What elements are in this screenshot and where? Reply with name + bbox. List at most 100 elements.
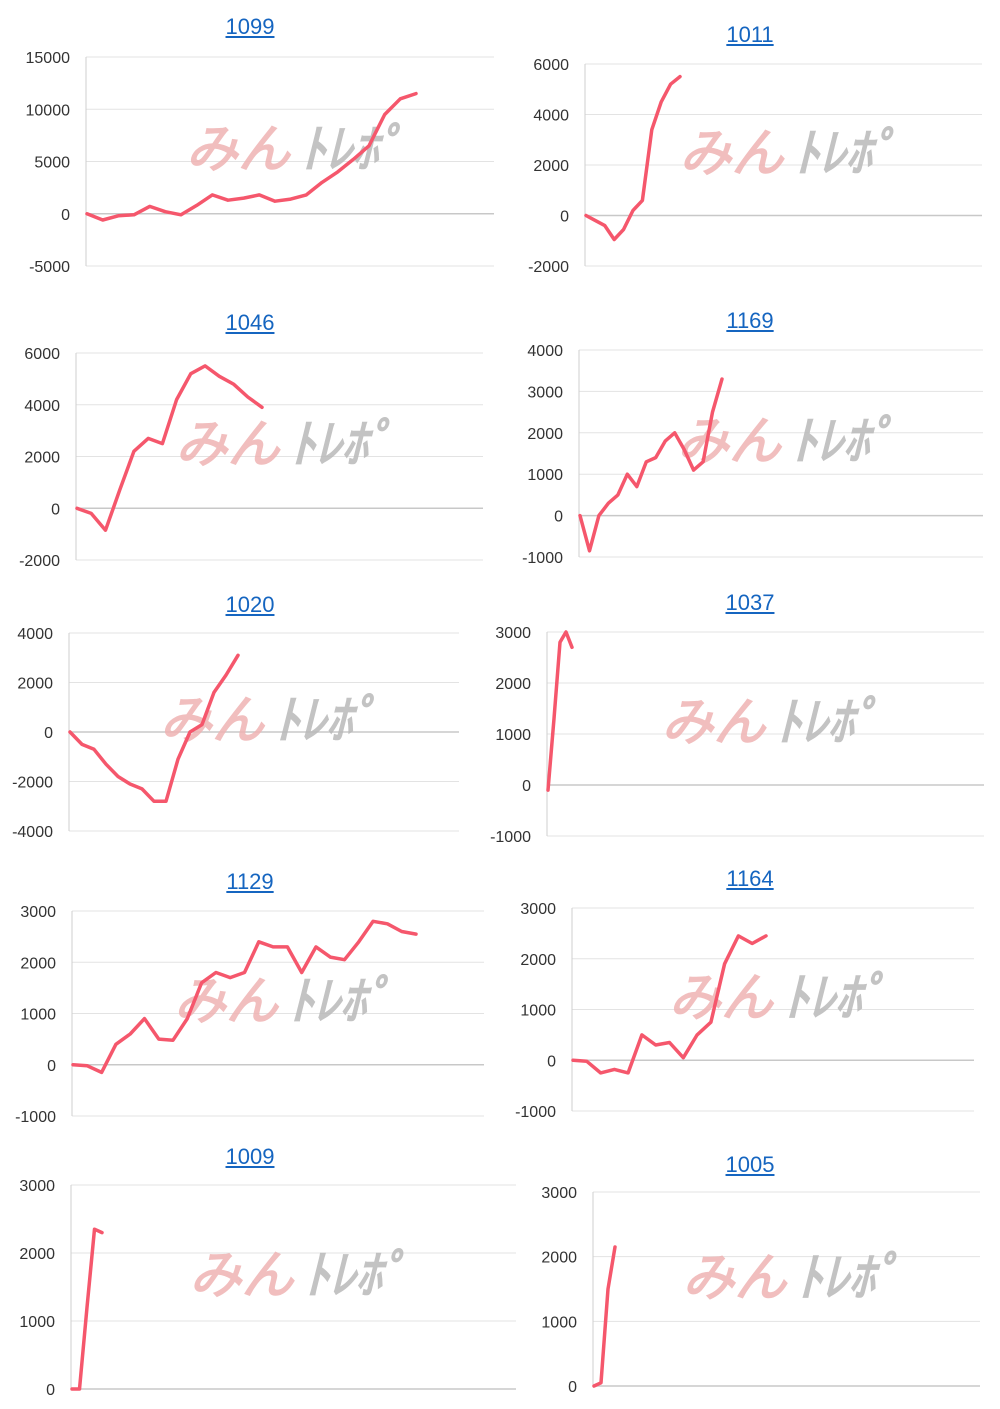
- chart-title-link[interactable]: 1046: [225, 310, 275, 335]
- svg-text:みん: みん: [682, 1248, 788, 1308]
- chart-title-link[interactable]: 1164: [726, 866, 774, 891]
- chart-title-link[interactable]: 1011: [726, 22, 774, 47]
- y-tick-label: 5000: [34, 155, 70, 172]
- watermark-logo: みん ﾄﾚﾎﾟ: [175, 415, 393, 475]
- y-tick-label: 3000: [19, 1178, 55, 1195]
- y-tick-label: 2000: [24, 450, 60, 467]
- svg-text:ﾄﾚﾎﾟ: ﾄﾚﾎﾟ: [794, 124, 898, 184]
- y-tick-label: -1000: [522, 550, 563, 567]
- svg-text:ﾄﾚﾎﾟ: ﾄﾚﾎﾟ: [290, 415, 394, 475]
- y-tick-label: 1000: [19, 1314, 55, 1331]
- watermark-logo: みん ﾄﾚﾎﾟ: [186, 120, 404, 180]
- y-tick-label: 0: [51, 501, 60, 518]
- y-tick-label: 2000: [527, 426, 563, 443]
- y-tick-label: 15000: [26, 50, 71, 67]
- svg-text:ﾄﾚﾎﾟ: ﾄﾚﾎﾟ: [797, 1248, 901, 1308]
- y-tick-label: 4000: [533, 108, 569, 125]
- y-tick-label: 10000: [26, 102, 71, 119]
- series-line: [584, 74, 682, 242]
- series-line: [75, 364, 264, 532]
- y-tick-label: 2000: [19, 1246, 55, 1263]
- svg-text:ﾄﾚﾎﾟ: ﾄﾚﾎﾟ: [274, 691, 378, 751]
- svg-text:みん: みん: [679, 124, 785, 184]
- y-tick-label: -4000: [12, 824, 53, 841]
- y-tick-label: 6000: [533, 57, 569, 74]
- watermark-logo: みん ﾄﾚﾎﾟ: [669, 968, 887, 1028]
- y-tick-label: -2000: [12, 775, 53, 792]
- svg-text:ﾄﾚﾎﾟ: ﾄﾚﾎﾟ: [304, 1246, 408, 1306]
- chart-title-link[interactable]: 1037: [725, 590, 775, 615]
- svg-text:ﾄﾚﾎﾟ: ﾄﾚﾎﾟ: [288, 972, 392, 1032]
- y-tick-label: 0: [44, 725, 53, 742]
- y-tick-label: 4000: [24, 398, 60, 415]
- y-tick-label: 1000: [527, 467, 563, 484]
- watermark-logo: みん ﾄﾚﾎﾟ: [679, 124, 897, 184]
- y-tick-label: 1000: [20, 1007, 56, 1024]
- y-tick-label: 3000: [20, 904, 56, 921]
- y-tick-label: 0: [547, 1053, 556, 1070]
- y-tick-label: 2000: [20, 955, 56, 972]
- y-tick-label: 2000: [541, 1250, 577, 1267]
- y-tick-label: 0: [568, 1379, 577, 1396]
- watermark-logo: みん ﾄﾚﾎﾟ: [174, 972, 392, 1032]
- watermark-logo: みん ﾄﾚﾎﾟ: [661, 693, 879, 753]
- svg-text:ﾄﾚﾎﾟ: ﾄﾚﾎﾟ: [791, 412, 895, 472]
- y-tick-label: 2000: [520, 952, 556, 969]
- chart-title-link[interactable]: 1169: [726, 308, 774, 333]
- y-tick-label: -2000: [19, 553, 60, 570]
- series-line: [546, 630, 574, 792]
- y-tick-label: 0: [554, 509, 563, 526]
- watermark-logo: みん ﾄﾚﾎﾟ: [189, 1246, 407, 1306]
- chart-title-link[interactable]: 1009: [225, 1144, 275, 1169]
- chart-title-link[interactable]: 1020: [225, 592, 275, 617]
- svg-text:みん: みん: [174, 972, 280, 1032]
- svg-text:みん: みん: [677, 412, 783, 472]
- svg-text:ﾄﾚﾎﾟ: ﾄﾚﾎﾟ: [783, 968, 887, 1028]
- chart-title-link[interactable]: 1005: [725, 1152, 775, 1177]
- series-line: [592, 1245, 617, 1388]
- y-tick-label: 4000: [17, 626, 53, 643]
- y-tick-label: 0: [522, 778, 531, 795]
- svg-text:みん: みん: [661, 693, 767, 753]
- y-tick-label: 1000: [541, 1314, 577, 1331]
- y-tick-label: 3000: [520, 901, 556, 918]
- y-tick-label: 3000: [541, 1185, 577, 1202]
- y-tick-label: -2000: [528, 259, 569, 276]
- y-tick-label: 1000: [495, 727, 531, 744]
- y-tick-label: 0: [61, 207, 70, 224]
- svg-text:ﾄﾚﾎﾟ: ﾄﾚﾎﾟ: [776, 693, 880, 753]
- y-tick-label: -1000: [515, 1104, 556, 1121]
- y-tick-label: -5000: [29, 259, 70, 276]
- y-tick-label: 2000: [533, 158, 569, 175]
- watermark-logo: みん ﾄﾚﾎﾟ: [677, 412, 895, 472]
- series-line: [71, 919, 418, 1075]
- svg-text:みん: みん: [186, 120, 292, 180]
- y-tick-label: 0: [46, 1382, 55, 1399]
- series-line: [70, 1227, 104, 1391]
- svg-text:みん: みん: [175, 415, 281, 475]
- y-tick-label: 6000: [24, 346, 60, 363]
- y-tick-label: 3000: [495, 625, 531, 642]
- series-line: [85, 91, 418, 222]
- chart-title-link[interactable]: 1129: [226, 869, 274, 894]
- svg-text:みん: みん: [189, 1246, 295, 1306]
- y-tick-label: -1000: [490, 829, 531, 846]
- y-tick-label: 0: [560, 209, 569, 226]
- y-tick-label: 2000: [17, 676, 53, 693]
- svg-text:みん: みん: [160, 691, 266, 751]
- svg-text:ﾄﾚﾎﾟ: ﾄﾚﾎﾟ: [300, 120, 404, 180]
- series-line: [68, 653, 240, 804]
- series-line: [578, 377, 724, 553]
- y-tick-label: 2000: [495, 676, 531, 693]
- chart-title-link[interactable]: 1099: [225, 14, 275, 39]
- y-tick-label: 1000: [520, 1003, 556, 1020]
